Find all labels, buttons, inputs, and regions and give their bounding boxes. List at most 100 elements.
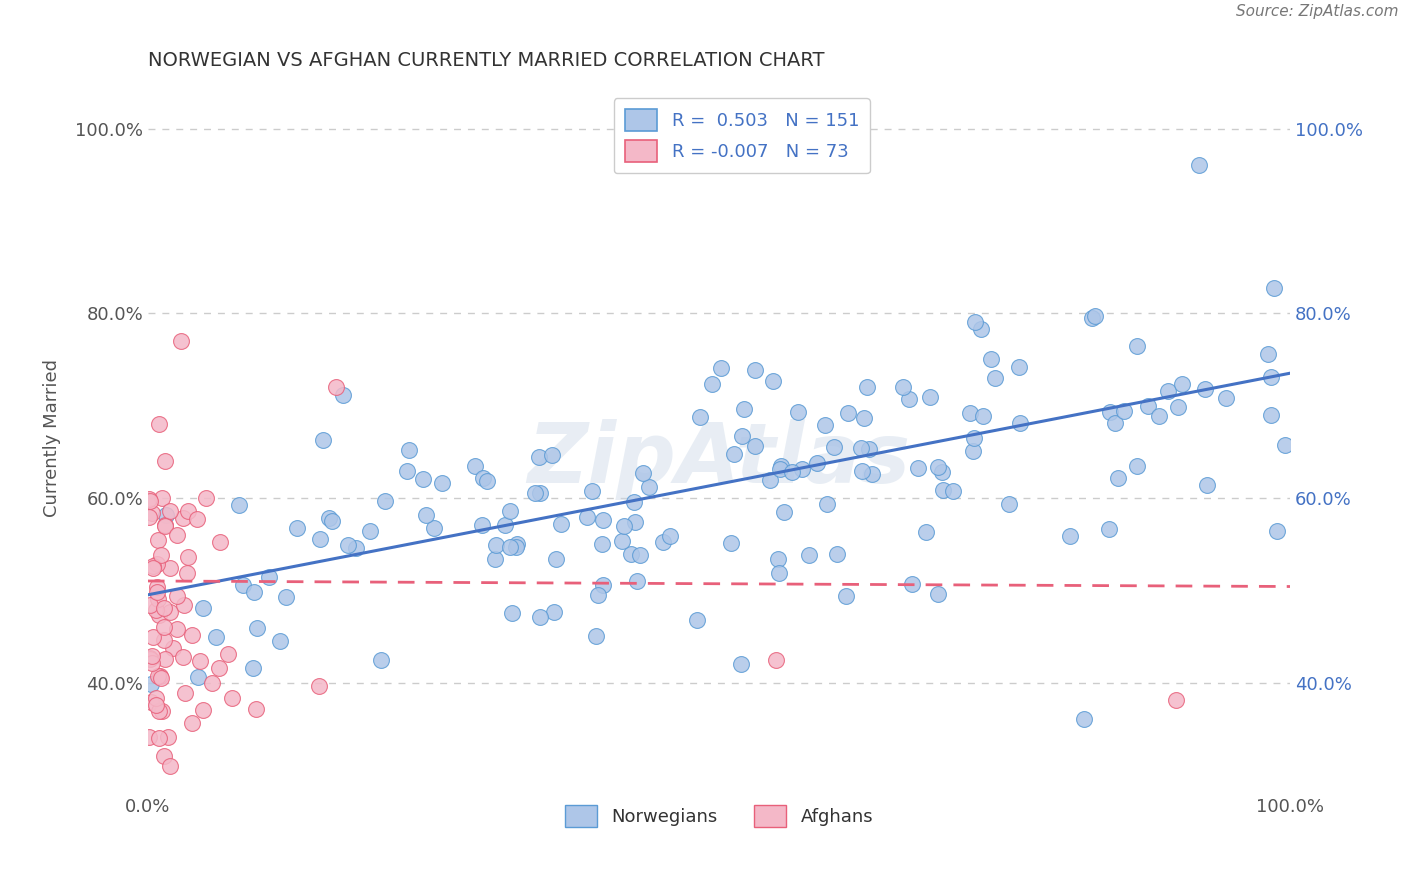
Point (205, 630, 228, 644)
Point (1260, 369, 1282, 384)
Point (149, 671, 172, 685)
Point (610, 533, 633, 548)
Point (141, 656, 163, 670)
Point (471, 517, 494, 532)
Point (398, 443, 420, 458)
Point (148, 731, 170, 745)
Point (501, 606, 523, 620)
Point (529, 486, 551, 500)
Point (782, 465, 804, 479)
Point (201, 676, 224, 690)
Point (145, 585, 167, 599)
Point (626, 574, 648, 589)
Point (153, 454, 176, 468)
Point (150, 704, 173, 718)
Point (651, 535, 673, 549)
Point (1164, 692, 1187, 706)
Point (786, 405, 808, 419)
Point (576, 510, 599, 524)
Point (581, 484, 603, 499)
Point (765, 653, 787, 667)
Point (959, 406, 981, 420)
Point (1167, 400, 1189, 414)
Point (146, 557, 169, 571)
Point (1008, 359, 1031, 374)
Point (965, 315, 987, 329)
Point (931, 465, 953, 479)
Point (180, 716, 202, 731)
Point (176, 503, 198, 517)
Point (146, 581, 169, 595)
Point (170, 334, 193, 348)
Point (770, 459, 793, 474)
Point (415, 508, 437, 522)
Point (762, 375, 785, 389)
Point (592, 537, 614, 551)
Point (1136, 399, 1159, 413)
Point (141, 506, 163, 520)
Point (159, 503, 181, 517)
Point (710, 360, 733, 375)
Point (766, 552, 789, 566)
Point (835, 589, 858, 603)
Point (1098, 522, 1121, 536)
Point (149, 549, 172, 563)
Point (1197, 477, 1219, 491)
Point (505, 540, 527, 554)
Point (395, 464, 418, 478)
Point (856, 380, 879, 394)
Point (529, 450, 551, 465)
Point (145, 698, 167, 712)
Point (1126, 339, 1149, 353)
Point (825, 547, 848, 561)
Point (153, 519, 176, 533)
Point (257, 570, 280, 584)
Point (1084, 309, 1107, 323)
Text: Source: ZipAtlas.com: Source: ZipAtlas.com (1236, 4, 1399, 20)
Point (141, 648, 163, 663)
Point (972, 409, 994, 424)
Point (1112, 403, 1135, 417)
Point (423, 521, 446, 535)
Point (138, 510, 160, 524)
Point (733, 402, 755, 417)
Point (194, 491, 217, 505)
Point (915, 525, 938, 540)
Point (963, 431, 986, 445)
Point (148, 607, 170, 622)
Point (337, 538, 360, 552)
Point (815, 497, 838, 511)
Point (1265, 524, 1288, 538)
Point (228, 498, 250, 512)
Point (901, 577, 924, 591)
Point (823, 440, 845, 454)
Point (932, 483, 955, 497)
Point (853, 411, 876, 425)
Point (759, 473, 782, 487)
Point (543, 605, 565, 619)
Point (287, 521, 309, 535)
Point (177, 550, 200, 565)
Point (631, 466, 654, 480)
Point (523, 486, 546, 500)
Point (1147, 409, 1170, 423)
Point (153, 601, 176, 615)
Point (1073, 713, 1095, 727)
Point (980, 352, 1002, 367)
Point (139, 695, 162, 709)
Point (969, 322, 991, 336)
Point (1260, 408, 1282, 422)
Point (370, 653, 392, 667)
Point (837, 405, 859, 419)
Point (232, 577, 254, 591)
Point (529, 610, 551, 624)
Point (162, 640, 184, 655)
Point (139, 652, 162, 666)
Point (188, 654, 211, 668)
Point (997, 497, 1019, 511)
Point (984, 370, 1007, 384)
Point (172, 649, 194, 664)
Point (325, 380, 347, 394)
Point (1126, 458, 1149, 473)
Point (166, 590, 188, 604)
